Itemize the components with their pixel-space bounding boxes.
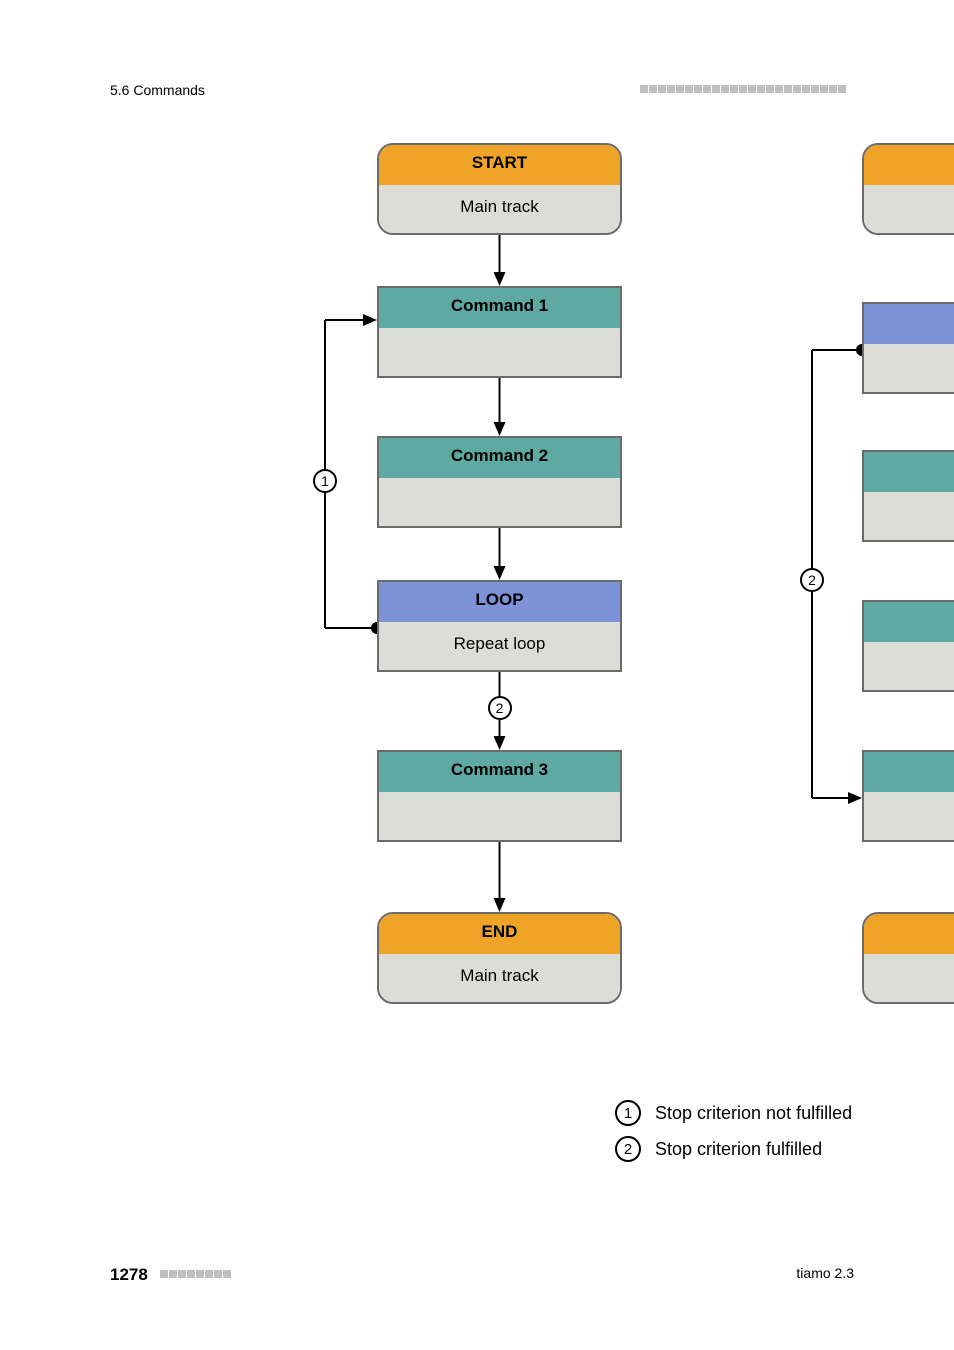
flow-node-cmd3: Command 3 (377, 750, 622, 842)
loopback-label: 1 (313, 469, 337, 493)
flow-node-loop: LOOPRepeat loop (377, 580, 622, 672)
flow-node-s_cmd1 (862, 450, 954, 542)
flow-node-body-start: Main track (379, 185, 620, 233)
flow-node-body-end: Main track (379, 954, 620, 1002)
flow-node-s_loop (862, 302, 954, 394)
flow-node-s_start (862, 143, 954, 235)
legend-item-1: 1 Stop criterion not fulfilled (615, 1100, 852, 1126)
flow-node-s_cmd2 (862, 600, 954, 692)
flow-node-s_cmd3 (862, 750, 954, 842)
footer-product: tiamo 2.3 (796, 1265, 854, 1281)
flow-node-header-loop: LOOP (379, 582, 620, 622)
legend-text-2: Stop criterion fulfilled (655, 1139, 822, 1160)
flow-node-cmd2: Command 2 (377, 436, 622, 528)
flow-node-header-start: START (379, 145, 620, 185)
flow-node-header-end: END (379, 914, 620, 954)
flow-node-header-cmd1: Command 1 (379, 288, 620, 328)
flow-node-s_end (862, 912, 954, 1004)
page-number: 1278 (110, 1265, 148, 1285)
edge-label-loop-cmd3: 2 (488, 696, 512, 720)
secondary-loop-label: 2 (800, 568, 824, 592)
flow-node-header-cmd2: Command 2 (379, 438, 620, 478)
flow-node-header-cmd3: Command 3 (379, 752, 620, 792)
legend-item-2: 2 Stop criterion fulfilled (615, 1136, 852, 1162)
legend-badge-2: 2 (615, 1136, 641, 1162)
flow-node-cmd1: Command 1 (377, 286, 622, 378)
footer-ornament (160, 1270, 231, 1278)
flow-node-end: ENDMain track (377, 912, 622, 1004)
legend-badge-1: 1 (615, 1100, 641, 1126)
flow-node-body-cmd3 (379, 792, 620, 840)
legend-text-1: Stop criterion not fulfilled (655, 1103, 852, 1124)
flow-node-body-loop: Repeat loop (379, 622, 620, 670)
flow-node-body-cmd1 (379, 328, 620, 376)
flow-node-body-cmd2 (379, 478, 620, 526)
legend: 1 Stop criterion not fulfilled 2 Stop cr… (615, 1100, 852, 1172)
flow-node-start: STARTMain track (377, 143, 622, 235)
